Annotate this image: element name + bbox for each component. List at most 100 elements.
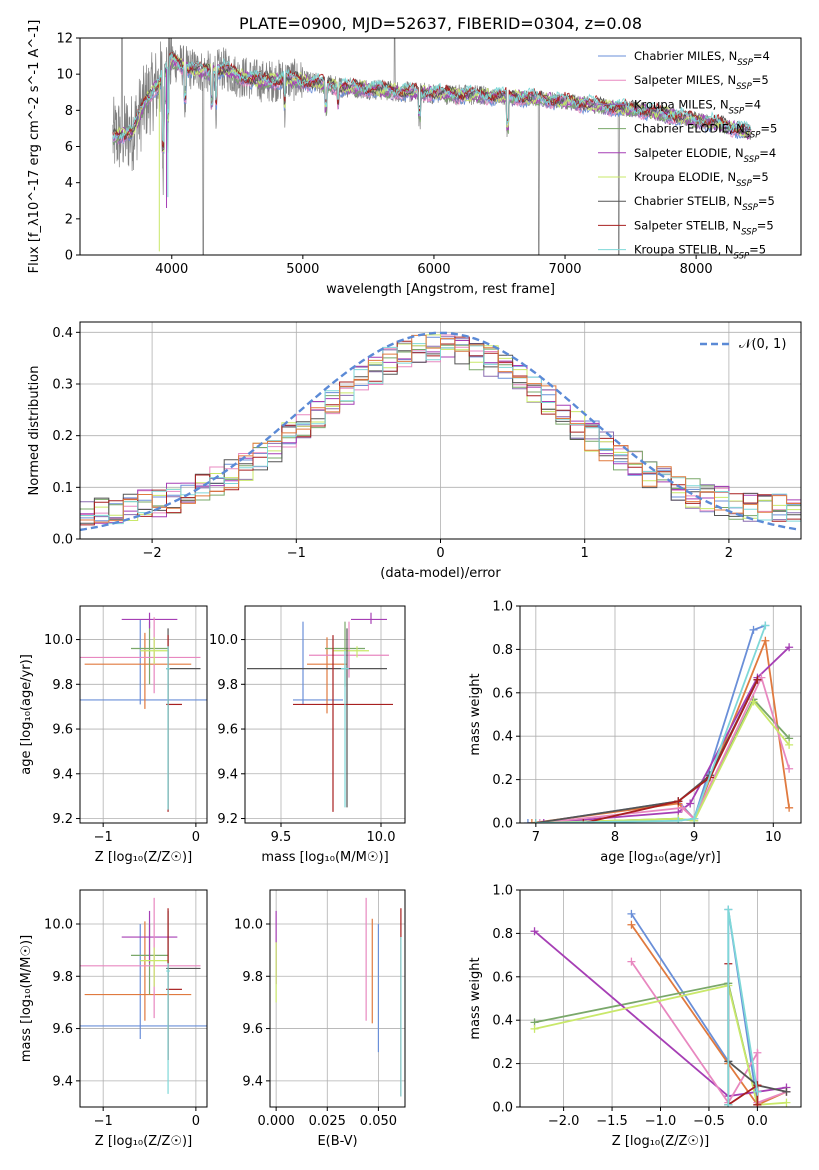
y-axis-label: mass weight — [468, 673, 483, 755]
weights-age-panel: 7 8 9 10 0.0 0.2 0.4 0.6 0.8 1.0 age [log₁₀(age/yr… — [468, 600, 802, 865]
y-tick-label: 9.8 — [52, 970, 73, 985]
legend-value: =5 — [758, 194, 775, 208]
weight-point-marker — [531, 819, 540, 823]
model-spectrum-7 — [112, 51, 752, 148]
legend-entry: Salpeter MILES, NSSP=5 — [634, 73, 769, 92]
axes-frame — [244, 605, 406, 824]
residuals-plot-area — [80, 331, 801, 532]
z-age-panel: −1 0 9.2 9.4 9.6 9.8 10.0 Z [log₁₀(Z/Z☉)] age [l… — [19, 605, 208, 865]
axes-frame — [79, 889, 208, 1108]
y-axis-label: age [log₁₀(age/yr)] — [19, 654, 34, 775]
legend-subscript: SSP — [729, 106, 745, 116]
legend-entry: Salpeter STELIB, NSSP=5 — [634, 218, 774, 237]
legend-entry: Kroupa MILES, NSSP=4 — [634, 97, 761, 116]
weight-point-marker — [579, 819, 588, 823]
y-tick-label: 4 — [65, 176, 73, 191]
x-axis-label: age [log₁₀(age/yr)] — [600, 850, 721, 865]
x-tick-label: 9 — [690, 830, 698, 845]
y-tick-label: 10.0 — [234, 917, 263, 932]
z-age-plot-area — [80, 612, 207, 812]
y-tick-label: 9.4 — [52, 1074, 73, 1089]
y-tick-label: 9.6 — [217, 723, 238, 738]
weight-point-marker — [761, 636, 770, 645]
y-tick-label: 10.0 — [209, 633, 238, 648]
x-axis-label: wavelength [Angstrom, rest frame] — [326, 282, 555, 297]
weight-series-5 — [534, 984, 787, 1106]
weight-point-marker — [782, 1087, 791, 1096]
z-mass-panel: −1 0 9.4 9.6 9.8 10.0 Z [log₁₀(Z/Z☉)] mass [log… — [19, 889, 208, 1149]
x-tick-label: 5000 — [286, 262, 319, 277]
y-tick-label: 0.4 — [492, 1014, 513, 1029]
weight-series-7 — [583, 679, 759, 823]
weight-series-1 — [630, 924, 787, 1106]
x-axis-label: Z [log₁₀(Z/Z☉)] — [95, 850, 192, 865]
weight-point-marker — [749, 625, 758, 634]
y-tick-label: 0.3 — [52, 378, 73, 393]
spectrum-plot-area — [112, 38, 752, 255]
x-tick-label: 0.050 — [360, 1114, 397, 1129]
legend-subscript: SSP — [742, 203, 758, 213]
y-tick-label: 6 — [65, 140, 73, 155]
axes-frame — [519, 605, 802, 824]
legend-value: =4 — [744, 97, 761, 111]
y-tick-label: 9.8 — [52, 678, 73, 693]
legend-subscript: SSP — [736, 179, 752, 189]
y-tick-label: 0.4 — [492, 730, 513, 745]
legend-entry: Chabrier ELODIE, NSSP=5 — [634, 122, 777, 141]
residuals-panel: −2 −1 0 1 2 0.0 0.1 0.2 0.3 0.4 (data-model)/error… — [27, 321, 802, 581]
legend-entry: Salpeter ELODIE, NSSP=4 — [634, 146, 776, 165]
legend-subscript: SSP — [736, 82, 752, 92]
model-spectrum-8 — [112, 52, 752, 143]
weight-point-marker — [753, 1087, 762, 1096]
weight-point-marker — [535, 819, 544, 823]
y-tick-label: 12 — [56, 32, 73, 47]
x-tick-label: 2 — [725, 546, 733, 561]
z-mass-plot-area — [80, 897, 207, 1094]
weight-point-marker — [749, 697, 758, 706]
legend-value: =4 — [753, 49, 770, 63]
residual-histogram-9 — [80, 334, 801, 523]
legend-subscript: SSP — [741, 227, 757, 237]
weight-point-marker — [674, 797, 683, 806]
x-tick-label: 0.0 — [747, 1114, 768, 1129]
spectrum-panel: 4000 5000 6000 7000 8000 0 2 4 6 8 10 12 wavelength … — [27, 14, 802, 297]
x-tick-label: 0.025 — [309, 1114, 346, 1129]
y-tick-label: 9.4 — [242, 1074, 263, 1089]
x-axis-label: Z [log₁₀(Z/Z☉)] — [95, 1134, 192, 1149]
x-tick-label: −1 — [94, 830, 113, 845]
mass-age-plot-area — [247, 612, 393, 812]
weight-point-marker — [539, 819, 548, 823]
y-axis-label: Flux [f_λ10^-17 erg cm^-2 s^-1 A^-1] — [27, 20, 42, 274]
x-tick-label: 0 — [436, 546, 444, 561]
legend-subscript: SSP — [745, 131, 761, 141]
y-tick-label: 9.6 — [52, 1022, 73, 1037]
y-tick-label: 0.0 — [52, 533, 73, 548]
legend-text: Kroupa ELODIE, N — [634, 170, 736, 184]
weight-point-marker — [690, 814, 699, 823]
y-tick-label: 0.8 — [492, 927, 513, 942]
weight-series-8 — [535, 625, 767, 823]
legend-value: =4 — [759, 146, 776, 160]
legend-value: =5 — [760, 122, 777, 136]
legend-entry: Chabrier STELIB, NSSP=5 — [634, 194, 775, 213]
y-tick-label: 0.8 — [492, 643, 513, 658]
axes-frame — [79, 605, 208, 824]
y-tick-label: 0.0 — [492, 1101, 513, 1116]
x-tick-label: −2 — [143, 546, 162, 561]
legend-text: Salpeter ELODIE, N — [634, 146, 744, 160]
weight-point-marker — [785, 803, 794, 812]
weight-point-marker — [686, 799, 695, 808]
y-axis-label: mass weight — [468, 957, 483, 1039]
mass-age-panel: 9.5 10.0 9.2 9.4 9.6 9.8 10.0 mass [log₁₀(M/M☉)… — [209, 605, 406, 865]
chart-title: PLATE=0900, MJD=52637, FIBERID=0304, z=0… — [239, 14, 642, 33]
legend-subscript: SSP — [744, 155, 760, 165]
y-tick-label: 9.6 — [242, 1022, 263, 1037]
legend-value: =5 — [749, 243, 766, 257]
axes-frame — [269, 889, 406, 1108]
y-tick-label: 2 — [65, 212, 73, 227]
weight-point-marker — [530, 927, 539, 936]
y-tick-label: 9.2 — [52, 812, 73, 827]
x-tick-label: −1 — [94, 1114, 113, 1129]
